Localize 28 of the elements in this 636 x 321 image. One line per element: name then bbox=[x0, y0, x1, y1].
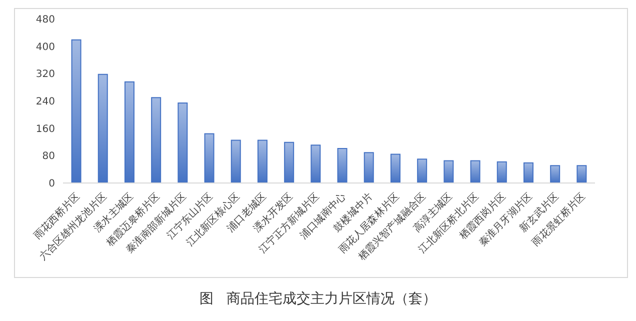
y-tick-label: 320 bbox=[36, 69, 55, 80]
y-tick-label: 400 bbox=[36, 42, 55, 53]
bar bbox=[310, 144, 321, 183]
y-tick-label: 0 bbox=[48, 178, 55, 190]
bar bbox=[550, 165, 560, 183]
bar bbox=[390, 154, 400, 183]
bar bbox=[98, 74, 108, 183]
bar bbox=[364, 152, 374, 183]
bar bbox=[444, 160, 454, 183]
bar bbox=[71, 39, 82, 183]
bar bbox=[496, 161, 507, 183]
bar bbox=[230, 140, 241, 183]
bar bbox=[151, 97, 162, 183]
y-tick-label: 80 bbox=[42, 151, 55, 162]
bar bbox=[523, 162, 534, 183]
bar bbox=[178, 102, 188, 183]
bar bbox=[124, 81, 134, 183]
bar bbox=[417, 158, 428, 183]
text: 图 商品住宅成交主力片区情况（套） bbox=[198, 290, 438, 308]
bar bbox=[284, 142, 294, 183]
bar bbox=[204, 133, 214, 183]
y-tick-label: 480 bbox=[36, 14, 55, 26]
bar bbox=[576, 165, 587, 183]
y-tick-label: 240 bbox=[36, 96, 55, 108]
bar bbox=[257, 140, 268, 183]
y-tick-label: 160 bbox=[36, 124, 55, 135]
bar bbox=[470, 160, 480, 183]
bar bbox=[337, 148, 348, 183]
